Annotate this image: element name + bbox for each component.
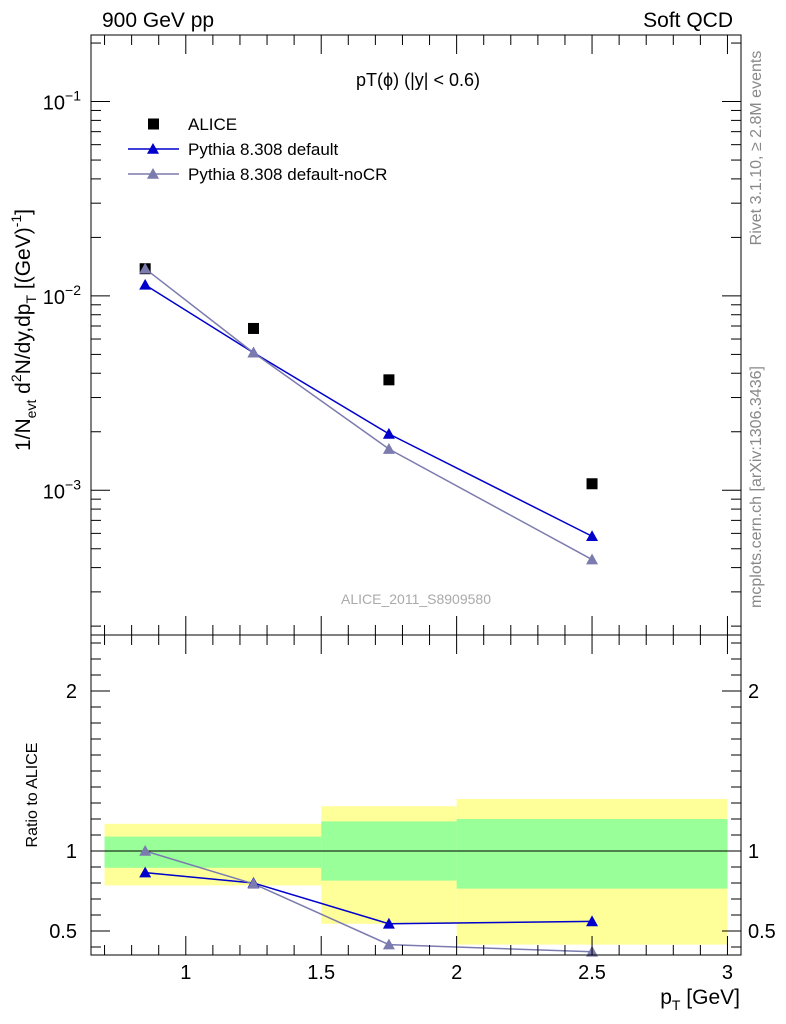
data-point [586,478,598,490]
x-tick-label: 2.5 [578,962,606,984]
series-line [144,284,593,537]
mc-point [247,346,260,358]
y-tick-label-right: 2 [748,681,759,703]
analysis-watermark: ALICE_2011_S8909580 [341,591,491,607]
legend-label: Pythia 8.308 default-noCR [188,165,387,184]
x-tick-label: 2 [451,962,462,984]
legend-marker [147,143,159,154]
y-tick-label: 0.5 [49,921,77,943]
y-tick-label-right: 1 [748,841,759,863]
ratio-point [139,866,152,878]
rivet-label: Rivet 3.1.10, ≥ 2.8M events [748,51,765,246]
main-panel-title: pT(ϕ) (|y| < 0.6) [356,70,480,90]
header-left-label: 900 GeV pp [102,9,214,32]
data-point [383,374,395,386]
legend-marker [147,168,159,179]
series-line [144,268,593,561]
ratio-point [139,845,152,856]
ratio-line [145,871,593,925]
legend-label: Pythia 8.308 default [188,140,339,159]
uncertainty-band-inner [456,819,728,889]
mc-point [139,278,152,290]
mc-point [382,443,395,454]
y-tick-label-right: 0.5 [748,921,776,943]
x-tick-label: 1 [180,962,191,984]
x-axis-label: pT [GeV] [660,986,740,1013]
legend-label: ALICE [188,115,237,134]
mc-point [382,427,395,439]
ratio-panel-frame [90,634,742,956]
y-tick-label: 10−3 [43,476,81,503]
ratio-point [247,877,260,889]
ratio-point [382,938,395,950]
data-point [248,322,259,334]
y-tick-label: 1 [66,841,77,863]
x-tick-label: 1.5 [307,962,335,984]
uncertainty-band-inner [104,836,322,868]
ratio-point [382,917,395,929]
y-tick-label: 10−1 [43,88,81,115]
ratio-line [144,850,593,953]
ratio-panel: 0.5 0.5 1 1 2 2 1 1.5 2 2.5 3 Ratio to ALICE pT [… [24,634,776,1013]
main-y-axis-label: 1/Nevt d2N/dy,dpT [(GeV)-1] [8,209,39,451]
x-tick-label: 3 [722,962,733,984]
main-panel: 10−3 10−2 10−1 pT(ϕ) (|y| < 0.6) ALICE_201… [8,34,742,636]
ratio-y-axis-label: Ratio to ALICE [24,743,41,848]
y-tick-label: 2 [66,681,77,703]
mc-point [586,530,599,542]
legend-marker [148,118,159,130]
y-tick-label: 10−2 [43,282,81,309]
header-right-label: Soft QCD [643,9,733,32]
legend: ALICE Pythia 8.308 default Pythia 8.308 de… [128,115,387,184]
mc-point [586,553,599,565]
mcplots-label: mcplots.cern.ch [arXiv:1306.3436] [748,366,765,608]
ratio-point [586,915,599,927]
mc-point [139,262,152,274]
